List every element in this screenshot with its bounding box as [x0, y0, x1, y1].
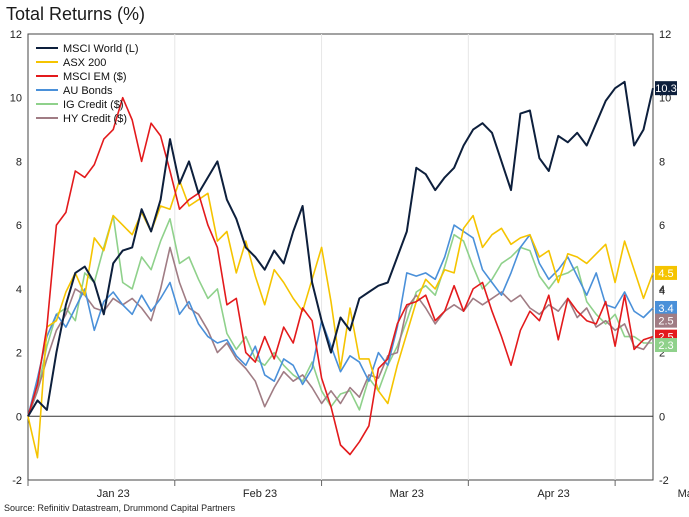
- y-tick-label-right: 4: [659, 284, 665, 296]
- y-tick-label-right: 10: [659, 93, 671, 105]
- y-tick-label-right: 12: [659, 29, 671, 41]
- y-tick-label-right: 8: [659, 156, 665, 168]
- end-value-badge: [655, 313, 677, 328]
- end-value-badge: [655, 300, 677, 315]
- y-tick-label-right: 2: [659, 348, 665, 360]
- legend-label: ASX 200: [63, 57, 106, 69]
- end-value-label: 4.5: [658, 268, 673, 280]
- y-tick-label-left: 2: [16, 348, 22, 360]
- series-line-hy-credit: [27, 246, 654, 417]
- legend-label: MSCI World (L): [63, 43, 139, 55]
- y-tick-label-left: 12: [10, 29, 22, 41]
- end-value-badge: [655, 81, 677, 96]
- legend-label: MSCI EM ($): [63, 71, 127, 83]
- x-tick-label: Mar 23: [390, 488, 424, 500]
- x-tick-label: Apr 23: [537, 488, 569, 500]
- series-line-asx-200: [27, 179, 654, 459]
- legend-label: AU Bonds: [63, 85, 113, 97]
- legend-label: IG Credit ($): [63, 99, 124, 111]
- x-tick-label: Jan 23: [97, 488, 130, 500]
- x-tick-label: May 23: [678, 488, 689, 500]
- end-value-label: 2.5: [658, 316, 673, 328]
- y-tick-label-left: 4: [16, 284, 22, 296]
- y-tick-label-left: 6: [16, 220, 22, 232]
- y-tick-label-right: 6: [659, 220, 665, 232]
- series-line-au-bonds: [27, 224, 654, 417]
- end-value-label: 10.3: [655, 83, 676, 95]
- chart-title: Total Returns (%): [6, 4, 146, 24]
- source-note: Source: Refinitiv Datastream, Drummond C…: [4, 503, 236, 513]
- y-tick-label-right: 0: [659, 411, 665, 423]
- series-line-msci-world-l: [27, 80, 654, 417]
- series-line-msci-em: [27, 96, 654, 456]
- y-tick-label-right: -2: [659, 475, 669, 487]
- extra-right-label: 4: [659, 285, 665, 297]
- y-tick-label-left: 8: [16, 156, 22, 168]
- series-line-ig-credit: [27, 214, 653, 417]
- x-tick-label: Feb 23: [243, 488, 277, 500]
- plot-frame: [27, 33, 654, 481]
- end-value-badge: [655, 265, 677, 280]
- legend-label: HY Credit ($): [63, 113, 127, 125]
- y-tick-label-left: 0: [16, 411, 22, 423]
- end-value-badge: [655, 338, 677, 353]
- end-value-label: 2.3: [658, 340, 673, 352]
- y-tick-label-left: 10: [10, 93, 22, 105]
- y-tick-label-left: -2: [12, 475, 22, 487]
- end-value-label: 3.4: [658, 303, 673, 315]
